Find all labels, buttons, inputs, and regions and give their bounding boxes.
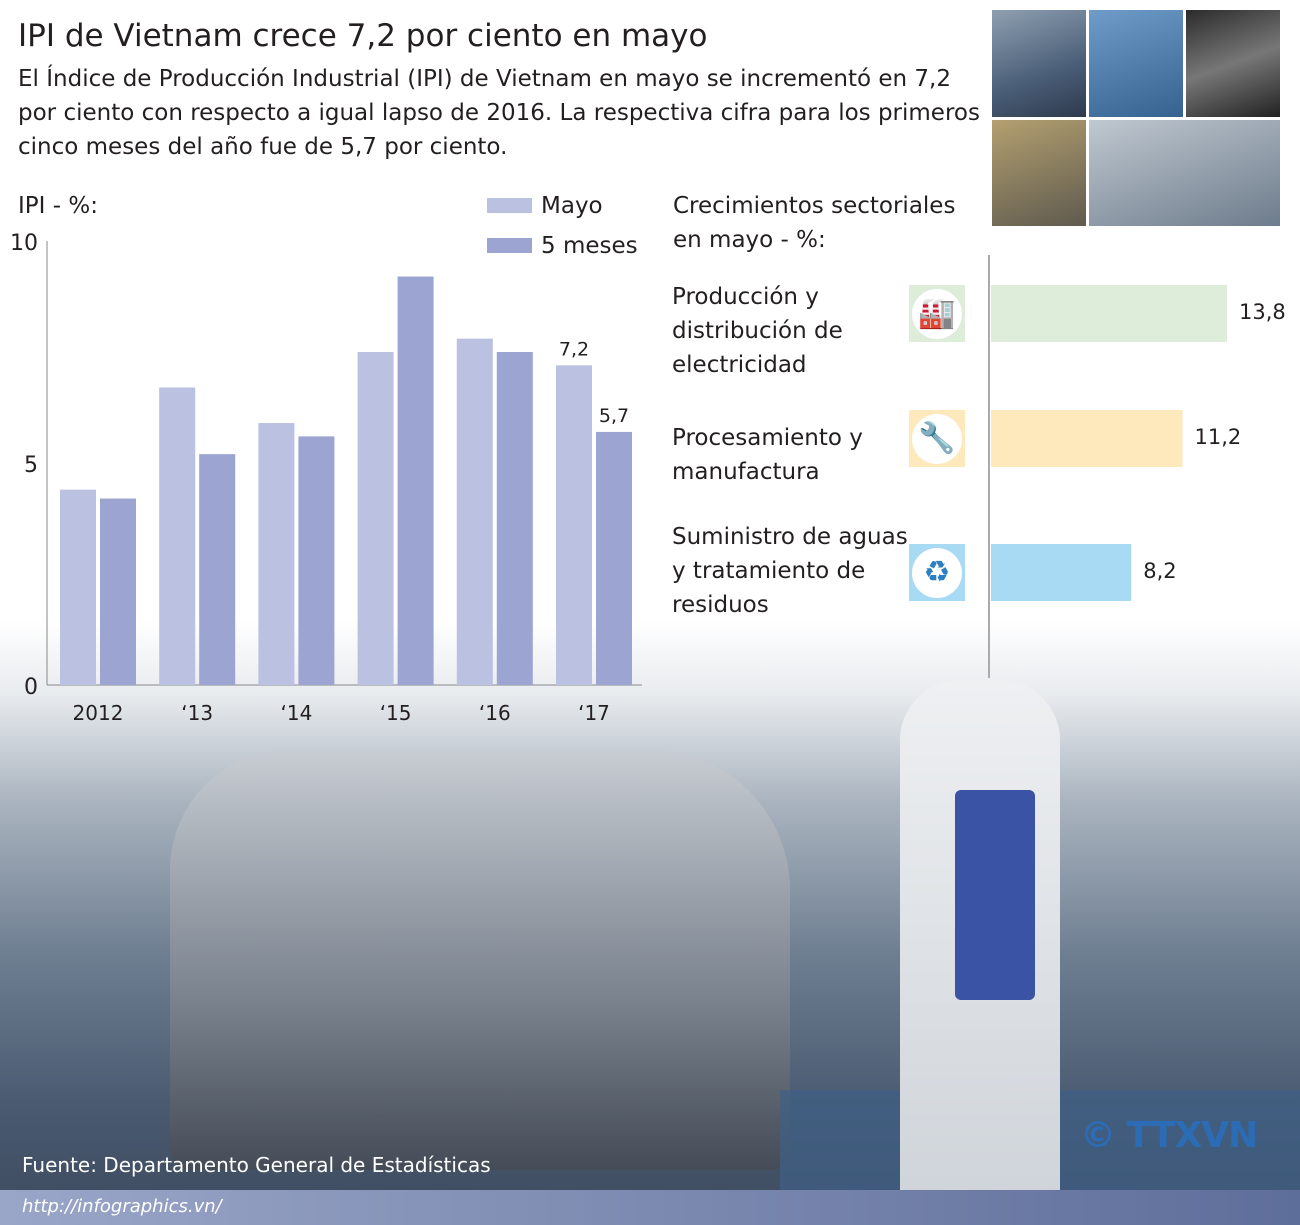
x-tick-label: ‘16 (479, 701, 511, 725)
sector-value-label: 11,2 (1195, 425, 1242, 449)
bar-mayo (357, 352, 394, 685)
recycle-icon: ♻ (909, 544, 965, 601)
sector-value-label: 13,8 (1239, 300, 1286, 324)
x-tick-label: ‘13 (181, 701, 213, 725)
data-label: 7,2 (559, 338, 589, 360)
y-tick-label: 5 (24, 453, 38, 478)
sector-bar (991, 285, 1227, 342)
bar-5-meses (397, 276, 434, 685)
sector-bar (991, 410, 1183, 467)
legend-label: Mayo (541, 193, 603, 219)
legend-label: 5 meses (541, 233, 638, 259)
legend-swatch (487, 198, 532, 213)
y-tick-label: 10 (10, 231, 38, 256)
x-tick-label: ‘14 (280, 701, 312, 725)
tools-icon: 🔧 (909, 410, 965, 467)
sector-label: Procesamiento y manufactura (672, 425, 863, 485)
x-tick-label: ‘15 (380, 701, 412, 725)
bar-mayo (258, 423, 295, 685)
x-tick-label: ‘17 (578, 701, 610, 725)
sector-label: Suministro de aguas y tratamiento de res… (672, 524, 908, 618)
y-tick-label: 0 (24, 675, 38, 700)
worker-apron-photo (955, 790, 1035, 1000)
bar-5-meses (199, 454, 236, 685)
sector-bar (991, 544, 1132, 601)
bar-mayo (556, 365, 592, 685)
bar-5-meses (496, 352, 533, 685)
factory-photo-collage (992, 10, 1280, 226)
bar-mayo (60, 489, 96, 685)
car-body-photo (170, 750, 790, 1170)
ttxvn-logo: © TTXVN (1080, 1115, 1258, 1156)
bar-5-meses (100, 498, 136, 685)
footer-bar: http://infographics.vn/ (0, 1190, 1300, 1225)
sector-value-label: 8,2 (1143, 559, 1176, 583)
factory-background-photo (0, 620, 1300, 1225)
ipi-charts: IPI - %: 0 5 10 2012 ‘13 ‘14 ‘15 ‘16 ‘17 7,2 5,7 May… (10, 193, 1286, 725)
bar-5-meses (596, 431, 632, 685)
sector-chart-title: en mayo - %: (673, 227, 826, 253)
bar-5-meses (298, 436, 335, 685)
sector-label: Producción y distribución de electricida… (672, 284, 843, 378)
footer-url[interactable]: http://infographics.vn/ (22, 1196, 222, 1217)
source-text: Fuente: Departamento General de Estadíst… (22, 1153, 491, 1177)
sector-chart-title: Crecimientos sectoriales (673, 193, 955, 219)
page-title: IPI de Vietnam crece 7,2 por ciento en m… (18, 18, 708, 54)
power-plant-icon: 🏭 (909, 285, 965, 342)
legend-swatch (487, 238, 532, 253)
x-tick-label: 2012 (73, 701, 124, 725)
page-description: El Índice de Producción Industrial (IPI)… (18, 66, 980, 160)
chart-title: IPI - %: (18, 193, 98, 219)
bar-mayo (159, 387, 196, 685)
bar-mayo (456, 338, 493, 685)
data-label: 5,7 (599, 405, 629, 427)
